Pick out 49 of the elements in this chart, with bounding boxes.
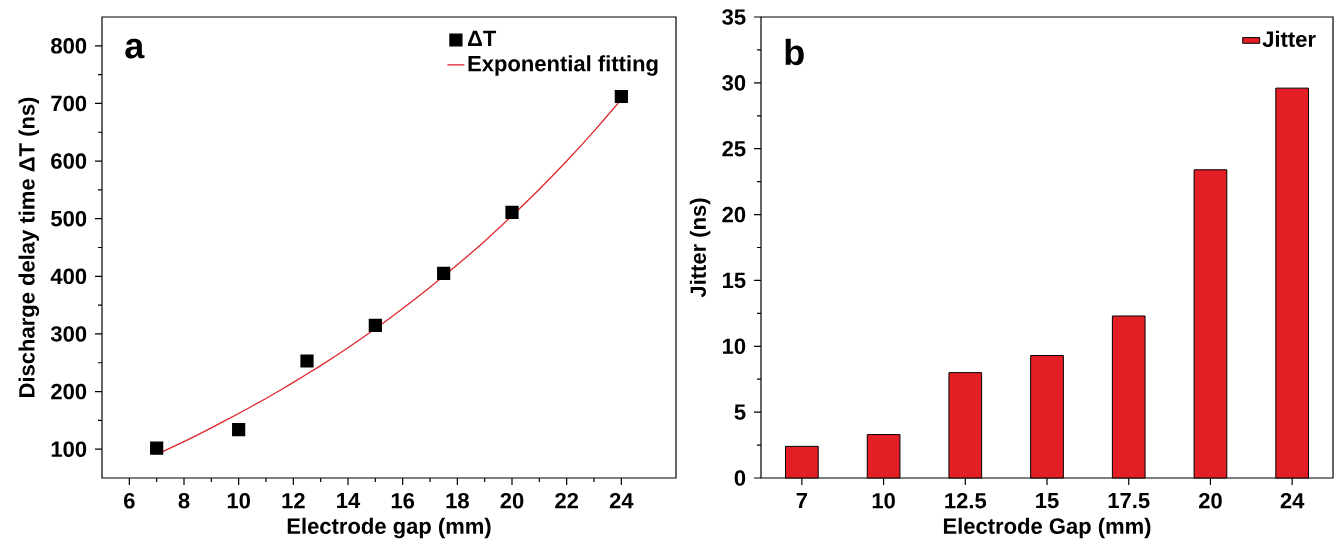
y-tick-label: 35 — [722, 9, 746, 25]
y-tick-label: 200 — [51, 383, 87, 400]
x-tick-label: 6 — [124, 492, 135, 509]
point — [300, 354, 314, 368]
x-tick-label: 20 — [500, 492, 524, 509]
y-tick-label: 5 — [734, 404, 746, 420]
y-tick-label: 15 — [723, 272, 746, 289]
x-tick-label: 24 — [1280, 492, 1305, 509]
y-axis-title: Discharge delay time ΔT (ns) — [18, 97, 40, 397]
y-tick-label: 100 — [51, 441, 87, 457]
x-tick-label: 18 — [446, 492, 469, 509]
x-tick-label: 12.5 — [945, 492, 987, 509]
y-axis-title: Jitter (ns) — [689, 198, 711, 298]
y-tick-label: 0 — [734, 470, 746, 486]
x-axis-title: Electrode Gap (mm) — [943, 517, 1151, 539]
x-tick-label: 17.5 — [1108, 492, 1150, 509]
point — [368, 318, 382, 332]
x-tick-label: 20 — [1198, 492, 1222, 509]
x-tick-label: 8 — [178, 492, 190, 509]
x-tick-label: 15 — [1036, 492, 1059, 509]
y-tick-label: 20 — [722, 206, 746, 223]
x-tick-label: 16 — [391, 492, 415, 509]
point — [505, 205, 519, 219]
x-axis-title: Electrode gap (mm) — [287, 517, 491, 539]
point — [614, 89, 628, 104]
x-tick-label: 24 — [609, 492, 634, 509]
x-tick-label: 10 — [227, 492, 250, 509]
annotation: b — [785, 38, 804, 66]
point — [232, 422, 246, 437]
x-tick-label: 22 — [555, 492, 579, 509]
y-tick-label: 300 — [50, 326, 87, 342]
y-tick-label: 600 — [51, 153, 87, 169]
legend-label: Exponential fitting — [468, 55, 658, 76]
y-tick-label: 700 — [51, 95, 87, 112]
y-tick-label: 25 — [722, 140, 746, 157]
annotation: a — [125, 38, 145, 59]
point — [437, 266, 451, 281]
x-tick-label: 14 — [337, 492, 361, 509]
x-tick-label: 7 — [796, 492, 808, 509]
point — [150, 441, 164, 455]
x-tick-label: 10 — [872, 492, 895, 509]
legend-label: ΔT — [467, 30, 497, 46]
legend-label: Jitter — [1262, 30, 1316, 47]
y-tick-label: 10 — [723, 338, 746, 355]
y-tick-label: 400 — [50, 268, 87, 285]
y-tick-label: 500 — [51, 210, 87, 227]
x-tick-label: 12 — [282, 492, 305, 509]
y-tick-label: 800 — [51, 38, 87, 54]
y-tick-label: 30 — [722, 75, 746, 91]
